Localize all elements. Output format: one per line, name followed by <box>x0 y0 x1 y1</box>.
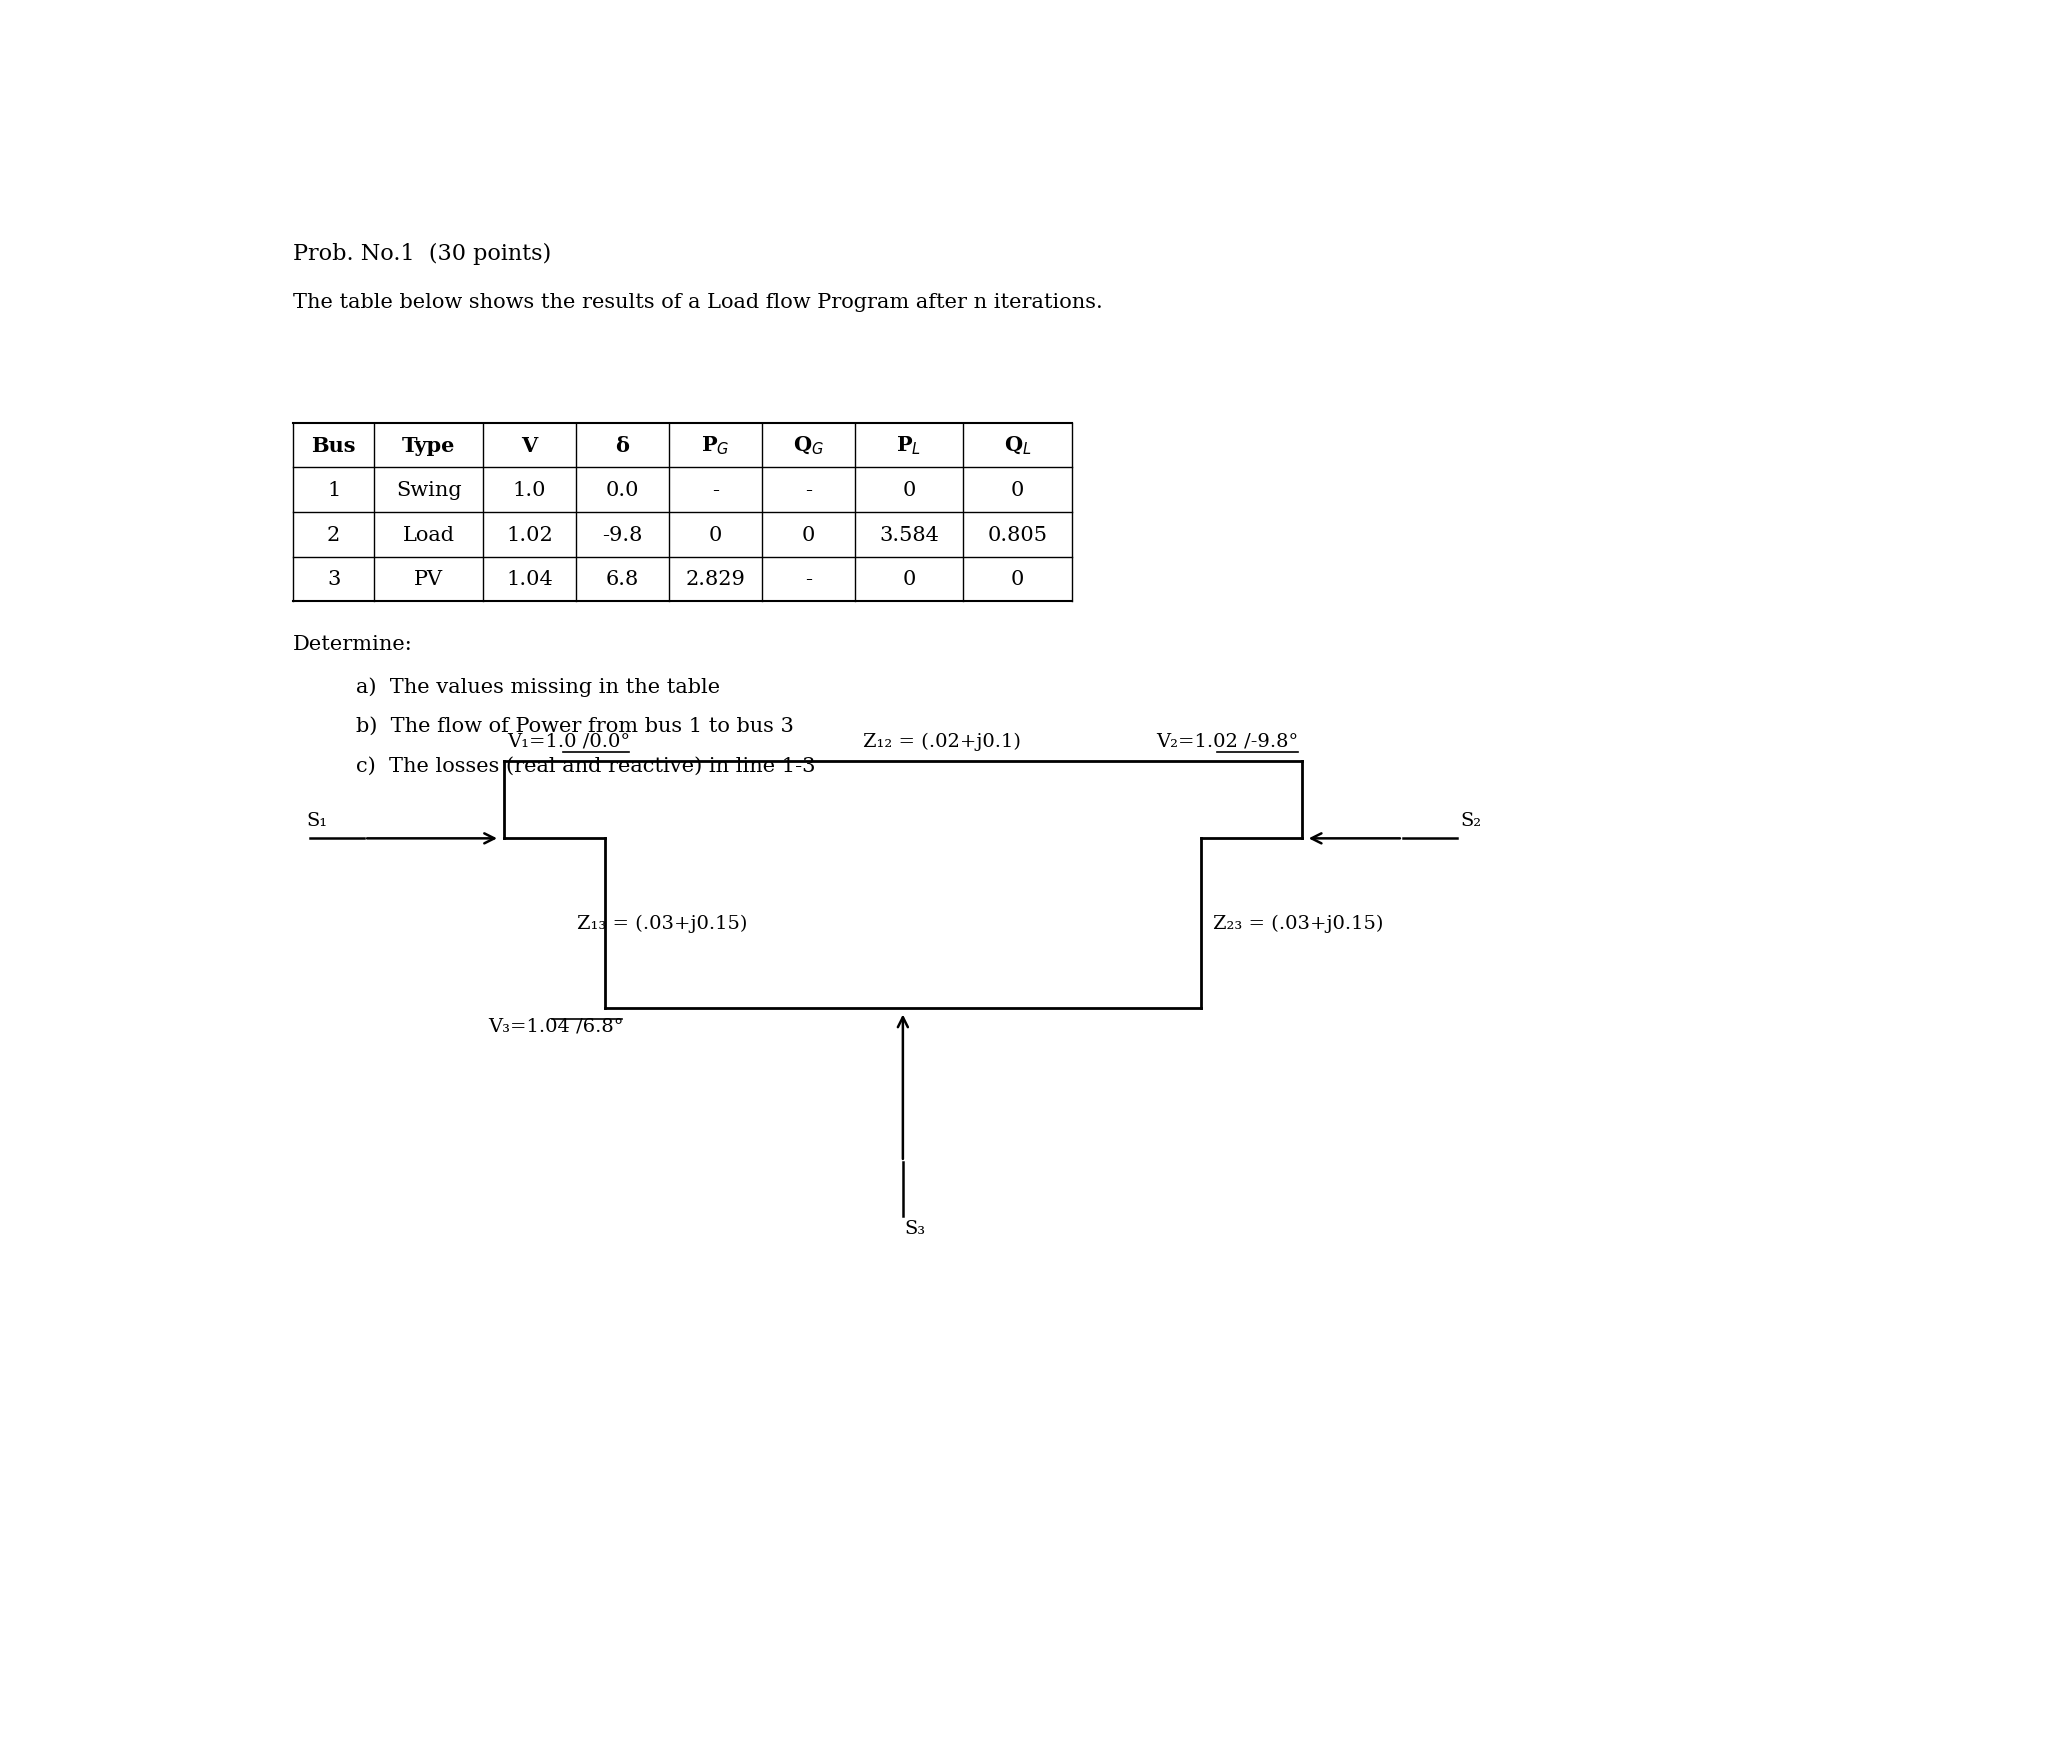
Text: The table below shows the results of a Load flow Program after n iterations.: The table below shows the results of a L… <box>293 293 1103 312</box>
Text: a)  The values missing in the table: a) The values missing in the table <box>356 677 720 697</box>
Text: 1.0: 1.0 <box>514 482 546 499</box>
Text: P$_G$: P$_G$ <box>702 434 730 457</box>
Text: -: - <box>712 482 718 499</box>
Text: 3.584: 3.584 <box>880 526 939 545</box>
Text: Load: Load <box>403 526 454 545</box>
Text: -: - <box>804 482 812 499</box>
Text: 0: 0 <box>802 526 814 545</box>
Text: 0: 0 <box>1011 570 1025 589</box>
Text: Type: Type <box>401 436 456 455</box>
Text: Z₂₃ = (.03+j0.15): Z₂₃ = (.03+j0.15) <box>1213 914 1383 933</box>
Text: Bus: Bus <box>311 436 356 455</box>
Text: 1.04: 1.04 <box>505 570 552 589</box>
Text: 0: 0 <box>902 482 917 499</box>
Text: S₂: S₂ <box>1461 811 1481 829</box>
Text: V₂=1.02 /-9.8°: V₂=1.02 /-9.8° <box>1156 732 1297 750</box>
Text: PV: PV <box>413 570 444 589</box>
Text: 1.02: 1.02 <box>505 526 552 545</box>
Text: V₃=1.04 /6.8°: V₃=1.04 /6.8° <box>489 1018 624 1035</box>
Text: Swing: Swing <box>395 482 462 499</box>
Text: Q$_L$: Q$_L$ <box>1005 434 1031 457</box>
Text: δ: δ <box>616 436 630 455</box>
Text: Z₁₃ = (.03+j0.15): Z₁₃ = (.03+j0.15) <box>577 914 747 933</box>
Text: V₁=1.0 /0.0°: V₁=1.0 /0.0° <box>507 732 630 750</box>
Text: b)  The flow of Power from bus 1 to bus 3: b) The flow of Power from bus 1 to bus 3 <box>356 716 794 736</box>
Text: 0: 0 <box>902 570 917 589</box>
Text: 0: 0 <box>708 526 722 545</box>
Text: S₁: S₁ <box>307 811 327 829</box>
Text: 0.805: 0.805 <box>988 526 1048 545</box>
Text: 1: 1 <box>327 482 340 499</box>
Text: V: V <box>522 436 538 455</box>
Text: 0.0: 0.0 <box>606 482 638 499</box>
Text: S₃: S₃ <box>904 1221 925 1238</box>
Text: Z₁₂ = (.02+j0.1): Z₁₂ = (.02+j0.1) <box>863 732 1021 750</box>
Text: 0: 0 <box>1011 482 1025 499</box>
Text: -: - <box>804 570 812 589</box>
Text: c)  The losses (real and reactive) in line 1-3: c) The losses (real and reactive) in lin… <box>356 757 816 776</box>
Text: 2.829: 2.829 <box>685 570 745 589</box>
Text: 3: 3 <box>327 570 340 589</box>
Text: Prob. No.1  (30 points): Prob. No.1 (30 points) <box>293 242 550 265</box>
Text: Q$_G$: Q$_G$ <box>792 434 825 457</box>
Text: 2: 2 <box>327 526 340 545</box>
Text: P$_L$: P$_L$ <box>896 434 921 457</box>
Text: -9.8: -9.8 <box>602 526 642 545</box>
Text: Determine:: Determine: <box>293 635 413 653</box>
Text: 6.8: 6.8 <box>606 570 638 589</box>
